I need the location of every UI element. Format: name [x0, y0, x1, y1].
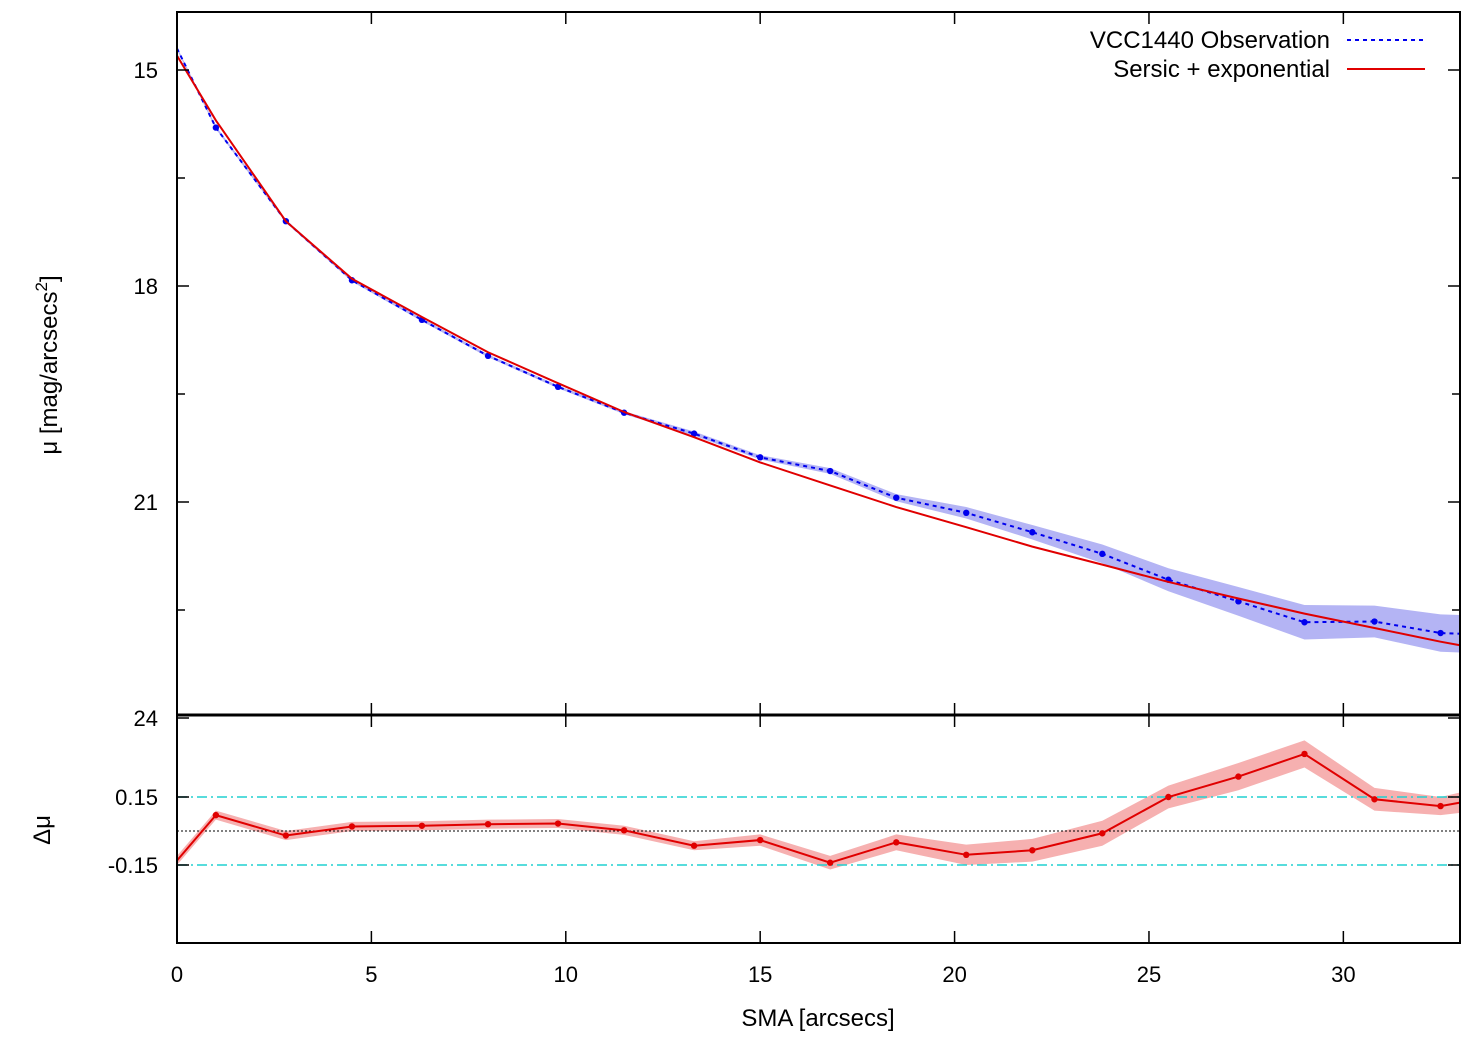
residual-point	[826, 859, 834, 866]
residual-point	[1371, 796, 1378, 803]
residual-point	[554, 820, 562, 827]
residual-series-layer	[176, 750, 1461, 866]
main-y-tick-label: 15	[134, 58, 158, 83]
residual-point	[212, 811, 220, 819]
legend-label-observation: VCC1440 Observation	[1090, 27, 1330, 54]
residual-point	[690, 842, 698, 849]
observation-point	[1437, 629, 1444, 637]
legend-label-model: Sersic + exponential	[1113, 56, 1330, 83]
legend: VCC1440 Observation Sersic + exponential	[1090, 27, 1425, 83]
observation-point	[484, 352, 492, 360]
main-series-layer	[176, 47, 1461, 647]
residual-point	[620, 827, 628, 834]
residual-y-tick-labels: 0.15 -0.15	[108, 785, 158, 878]
x-tick-label: 0	[171, 962, 183, 987]
observation-point	[963, 509, 970, 516]
x-tick-label: 30	[1331, 962, 1355, 987]
observation-point	[212, 124, 220, 131]
residual-point	[1029, 847, 1036, 854]
x-tick-label: 25	[1137, 962, 1161, 987]
x-tick-label: 15	[748, 962, 772, 987]
residual-y-tick-label: 0.15	[115, 785, 158, 810]
observation-point	[1029, 529, 1036, 536]
main-y-tick-label: 18	[134, 274, 158, 299]
residual-point	[893, 839, 900, 846]
observation-point	[1371, 618, 1378, 625]
observation-point	[756, 454, 764, 461]
residual-point	[484, 821, 492, 828]
model-line	[176, 55, 1461, 647]
residual-panel-frame	[176, 713, 1461, 944]
x-tick-labels: 0 5 10 15 20 25 30	[171, 962, 1356, 987]
main-y-tick-label: 21	[134, 490, 158, 515]
residual-point	[418, 822, 426, 829]
residual-y-axis-label: Δμ	[29, 815, 56, 845]
main-y-tick-label: 24	[134, 706, 158, 731]
x-axis-label: SMA [arcsecs]	[741, 1005, 894, 1032]
observation-point	[1099, 550, 1106, 558]
x-tick-label: 5	[365, 962, 377, 987]
residual-y-tick-label: -0.15	[108, 853, 158, 878]
residual-point	[1301, 750, 1308, 758]
observation-point	[690, 430, 698, 437]
observation-point	[893, 494, 900, 501]
residual-point	[963, 851, 970, 858]
residual-point	[1099, 830, 1106, 837]
observation-point	[554, 383, 562, 390]
residual-point	[282, 832, 290, 839]
main-y-tick-labels: 15 18 21 24	[134, 58, 158, 731]
x-tick-label: 20	[942, 962, 966, 987]
residual-point	[348, 823, 356, 830]
residual-reference-lines	[177, 796, 1460, 866]
residual-point	[756, 836, 764, 844]
residual-point	[1165, 793, 1172, 801]
x-tick-label: 10	[554, 962, 578, 987]
residual-point	[1437, 802, 1444, 810]
residual-point	[1235, 773, 1242, 780]
observation-point	[826, 467, 834, 475]
observation-point	[1301, 619, 1308, 626]
main-y-axis-label: μ [mag/arcsecs2]	[32, 275, 63, 454]
